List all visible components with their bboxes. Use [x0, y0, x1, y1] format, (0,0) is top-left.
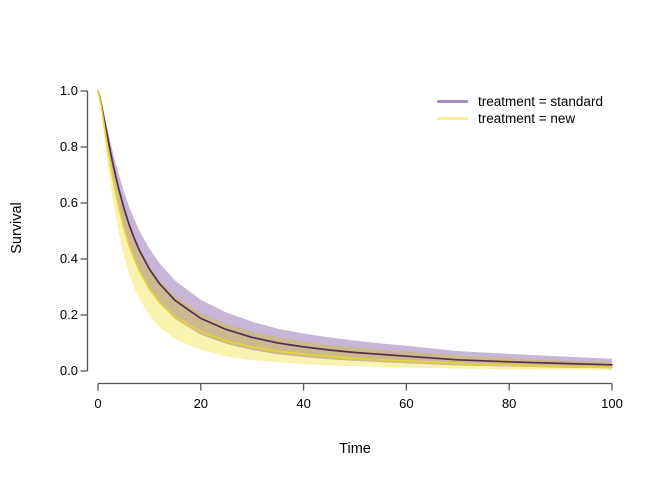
y-tick-label: 0.4 — [59, 251, 78, 266]
y-tick-label: 0.2 — [59, 307, 78, 322]
ci-band-new — [98, 91, 612, 371]
survival-curve-standard — [97, 90, 613, 366]
x-tick-label: 20 — [193, 396, 209, 411]
x-tick-label: 100 — [601, 396, 623, 411]
survival-curve-new — [97, 90, 613, 369]
x-tick-label: 40 — [296, 396, 311, 411]
y-tick-label: 0.0 — [59, 363, 78, 378]
y-axis-title: Survival — [9, 202, 25, 254]
y-tick-label: 1.0 — [59, 83, 78, 98]
x-tick-label: 60 — [399, 396, 414, 411]
x-tick-label: 0 — [94, 396, 102, 411]
legend-label-new: treatment = new — [478, 111, 576, 126]
y-tick-label: 0.8 — [59, 139, 78, 154]
legend-swatch-new — [437, 117, 468, 120]
legend-item-new: treatment = new — [437, 110, 603, 127]
legend-swatch-standard — [437, 100, 468, 103]
legend-label-standard: treatment = standard — [478, 94, 603, 109]
x-axis-title: Time — [339, 441, 371, 457]
y-tick-label: 0.6 — [59, 195, 78, 210]
legend-item-standard: treatment = standard — [437, 93, 603, 110]
legend: treatment = standard treatment = new — [437, 93, 603, 127]
x-tick-label: 80 — [501, 396, 517, 411]
